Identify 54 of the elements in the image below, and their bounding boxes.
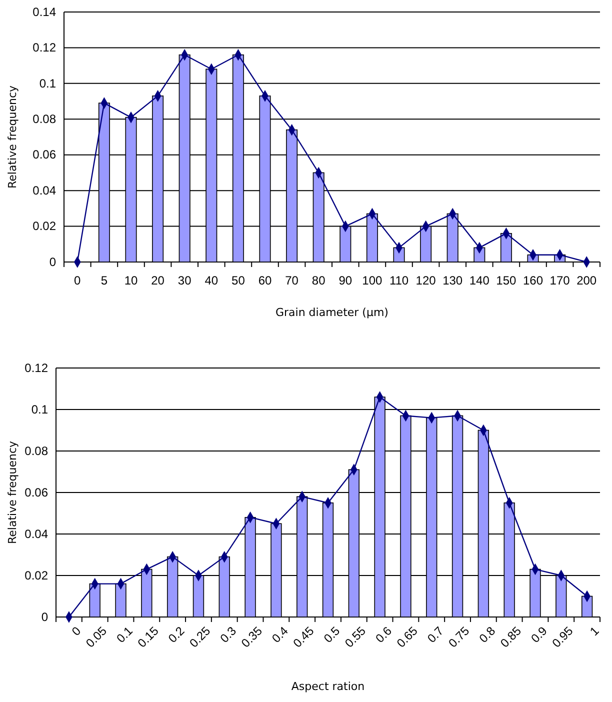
y-tick-label: 0.12 (32, 40, 56, 55)
x-tick-label: 20 (151, 274, 165, 288)
y-tick-label: 0.02 (32, 219, 56, 234)
y-tick-label: 0.06 (24, 485, 48, 500)
x-tick-label: 140 (469, 274, 490, 288)
x-tick-label: 80 (312, 274, 326, 288)
x-tick-label: 60 (258, 274, 272, 288)
x-tick-label: 1 (587, 624, 602, 638)
x-tick-label: 5 (100, 274, 108, 288)
x-tick-label: 0.1 (114, 624, 136, 646)
x-tick-label: 110 (389, 274, 409, 288)
x-tick-label: 40 (204, 274, 218, 288)
y-tick-label: 0.02 (24, 568, 48, 582)
y-tick-label: 0.06 (32, 148, 56, 162)
y-tick-label: 0.04 (32, 183, 56, 198)
y-tick-label: 0.08 (32, 112, 56, 126)
x-tick-label: 30 (178, 274, 192, 288)
y-tick-label: 0.04 (24, 526, 48, 541)
x-tick-label: 0.6 (372, 624, 395, 646)
x-tick-label: 10 (124, 274, 138, 288)
bar (115, 583, 126, 618)
y-tick-label: 0 (49, 254, 56, 269)
y-tick-label: 0.08 (24, 444, 48, 458)
x-tick-label: 170 (550, 274, 570, 288)
x-tick-label: 100 (362, 274, 383, 288)
x-tick-label: 0.4 (269, 624, 292, 646)
x-axis-title: Grain diameter (μm) (276, 306, 388, 319)
x-tick-label: 50 (232, 274, 246, 288)
x-axis-title: Aspect ration (291, 680, 365, 693)
bar (89, 583, 100, 618)
y-tick-label: 0.1 (31, 402, 48, 416)
x-tick-label: 0.2 (166, 624, 188, 646)
y-axis-title: Relative frequency (6, 84, 19, 189)
x-tick-label: 160 (522, 274, 544, 288)
x-tick-label: 0.9 (528, 624, 550, 646)
x-tick-label: 0.7 (424, 624, 446, 646)
y-tick-label: 0.1 (39, 76, 56, 90)
x-tick-label: 0 (74, 274, 82, 288)
x-tick-label: 200 (576, 274, 597, 288)
x-tick-label: 90 (338, 274, 352, 288)
x-tick-label: 120 (416, 274, 436, 288)
x-tick-label: 70 (285, 274, 299, 288)
x-tick-label: 130 (442, 274, 463, 288)
x-tick-label: 0.8 (476, 624, 498, 646)
y-tick-label: 0 (41, 610, 48, 624)
y-tick-label: 0.14 (32, 4, 56, 19)
y-tick-label: 0.12 (24, 360, 48, 375)
bar (581, 596, 593, 618)
x-tick-label: 150 (496, 274, 517, 288)
y-axis-title: Relative frequency (6, 440, 19, 544)
bar (500, 233, 512, 262)
x-tick-label: 0.3 (217, 624, 240, 646)
x-tick-label: 0.5 (320, 624, 343, 646)
x-tick-label: 0 (68, 624, 84, 638)
